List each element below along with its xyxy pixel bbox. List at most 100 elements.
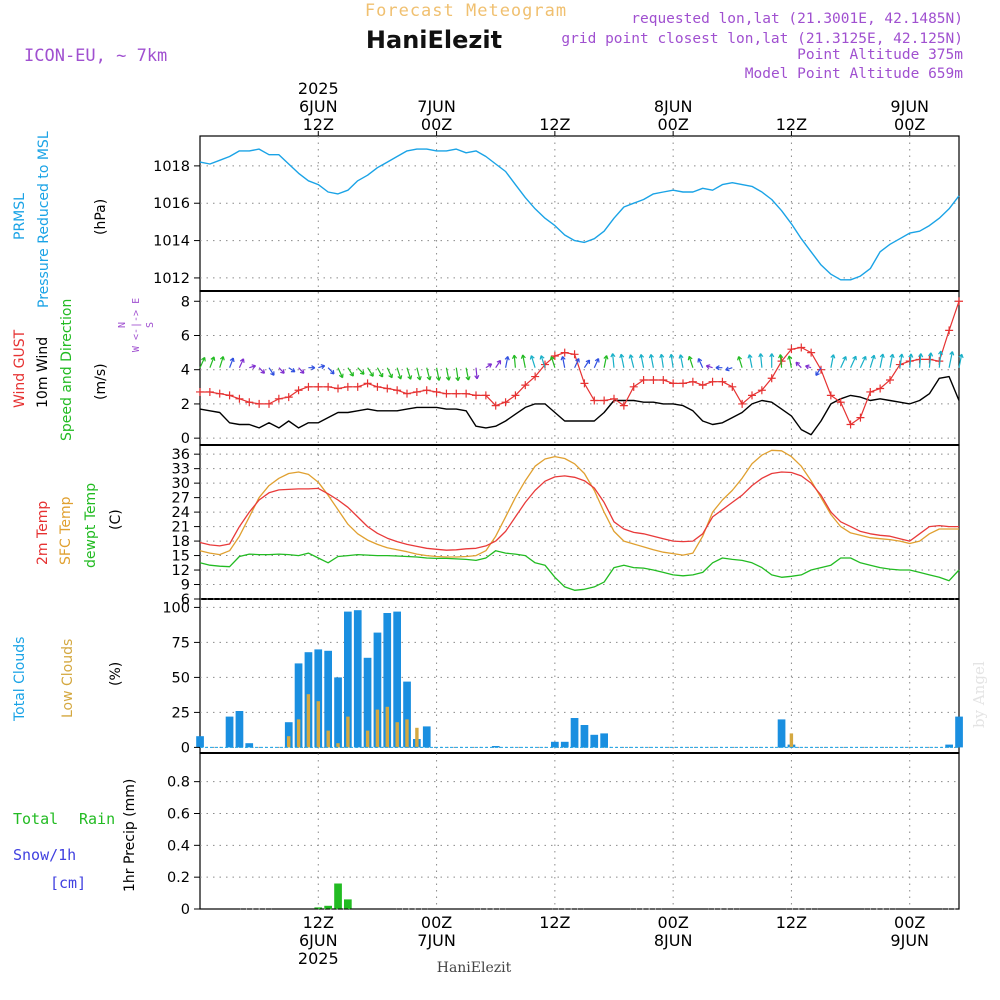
gust-marker <box>245 398 254 407</box>
label-total: Total <box>13 810 58 828</box>
wind-direction-arrow <box>396 367 403 380</box>
gust-marker <box>373 382 382 391</box>
wind-direction-arrow <box>435 367 442 381</box>
compass-north: N <box>117 322 128 328</box>
wind-direction-arrow <box>628 354 635 368</box>
panel-frames <box>199 135 960 910</box>
y-tick-label: 1014 <box>153 234 190 250</box>
gust-marker <box>363 379 372 388</box>
gridpoint-coords: grid point closest lon,lat (21.3125E, 42… <box>561 31 963 47</box>
gust-marker <box>708 377 717 386</box>
gust-marker <box>196 387 204 396</box>
gust-marker <box>255 399 264 408</box>
time-label-bottom: 12Z <box>539 913 570 932</box>
sfc-temp-line <box>199 449 959 558</box>
gust-marker <box>728 382 737 391</box>
wind-direction-arrow <box>574 358 580 368</box>
y-tick-label: 21 <box>172 520 190 536</box>
total-clouds-bar <box>777 719 786 748</box>
gust-marker <box>876 384 885 393</box>
time-label-bottom: 12Z <box>303 913 334 932</box>
wind-direction-arrow <box>805 364 812 370</box>
wind-direction-arrow <box>298 367 305 374</box>
wind-direction-arrow <box>511 354 518 368</box>
compass-rose: N W <-|-> E S <box>117 298 156 352</box>
label-low-clouds: Low Clouds <box>60 639 76 718</box>
wind-direction-arrow <box>815 367 822 376</box>
wind-direction-arrow <box>209 356 216 368</box>
time-label-top: 2025 <box>298 79 339 98</box>
time-label-top: 6JUN <box>299 97 338 116</box>
label-10m-wind: 10m Wind <box>35 337 51 408</box>
time-label-bottom: 8JUN <box>654 931 693 950</box>
wind-speed-line <box>199 375 960 436</box>
requested-coords: requested lon,lat (21.3001E, 42.1485N) <box>631 11 963 27</box>
wind-direction-arrow <box>879 353 885 368</box>
label-precip-mm: 1hr Precip (mm) <box>122 779 138 892</box>
gust-marker <box>462 389 471 398</box>
y-tick-label: 8 <box>181 294 190 310</box>
wind-direction-arrow <box>229 357 235 368</box>
label-celsius: (C) <box>108 509 124 530</box>
y-tick-label: 18 <box>172 534 190 550</box>
wind-direction-arrow <box>258 367 266 374</box>
wind-direction-arrow <box>687 355 694 368</box>
time-label-bottom: 12Z <box>776 913 807 932</box>
gust-marker <box>817 365 825 374</box>
total-clouds-bar <box>334 677 342 748</box>
gust-marker <box>955 297 963 306</box>
y-tick-label: 15 <box>172 549 190 565</box>
time-label-top: 8JUN <box>654 97 693 116</box>
wind-direction-arrow <box>859 355 867 368</box>
gust-marker <box>590 396 599 405</box>
wind-direction-arrow <box>648 353 654 368</box>
gust-marker <box>472 391 480 400</box>
total-clouds-bar <box>245 743 254 748</box>
y-tick-label: 1018 <box>153 159 190 175</box>
label-speed-direction: Speed and Direction <box>59 299 75 441</box>
wind-direction-arrow <box>889 353 895 368</box>
time-label-top: 00Z <box>894 115 925 134</box>
wind-direction-arrow <box>327 367 335 375</box>
y-tick-label: 0 <box>181 431 190 447</box>
gust-marker <box>807 348 816 357</box>
total-clouds-bar <box>383 613 392 748</box>
wind-direction-arrow <box>747 354 753 368</box>
wind-direction-arrow <box>386 367 393 379</box>
label-wind-gust: Wind GUST <box>12 329 28 408</box>
total-clouds-bar <box>491 746 500 748</box>
low-clouds-bar <box>385 706 389 748</box>
gust-marker <box>836 398 845 407</box>
y-tick-label: 25 <box>172 705 190 721</box>
gust-marker <box>511 391 520 400</box>
wind-direction-arrow <box>445 367 451 381</box>
gust-marker <box>274 394 283 403</box>
total-clouds-bar <box>196 736 204 748</box>
gust-marker <box>324 382 333 391</box>
y-tick-label: 9 <box>181 578 190 594</box>
low-clouds-bar <box>405 719 409 748</box>
total-clouds-bar <box>590 734 599 748</box>
wind-direction-arrow <box>357 367 365 375</box>
low-clouds-bar <box>306 694 311 748</box>
wind-direction-arrow <box>840 356 847 368</box>
gust-marker <box>866 387 875 396</box>
wind-direction-arrow <box>416 367 422 381</box>
chart-title: Forecast Meteogram <box>365 1 567 21</box>
gust-marker <box>501 398 510 407</box>
gust-marker <box>846 420 855 429</box>
pressure-panel <box>199 135 960 292</box>
gust-marker <box>334 384 342 393</box>
low-clouds-bar <box>326 730 330 748</box>
gust-marker <box>945 326 954 335</box>
rain-bar <box>314 907 323 909</box>
time-label-top: 12Z <box>776 115 807 134</box>
y-tick-label: 0 <box>181 902 190 918</box>
label-2m-temp: 2m Temp <box>35 501 51 565</box>
time-label-bottom: 00Z <box>421 913 452 932</box>
wind-direction-arrow <box>610 353 616 368</box>
precip-panel <box>199 752 960 910</box>
gust-marker <box>205 387 214 396</box>
gust-marker <box>383 384 392 393</box>
